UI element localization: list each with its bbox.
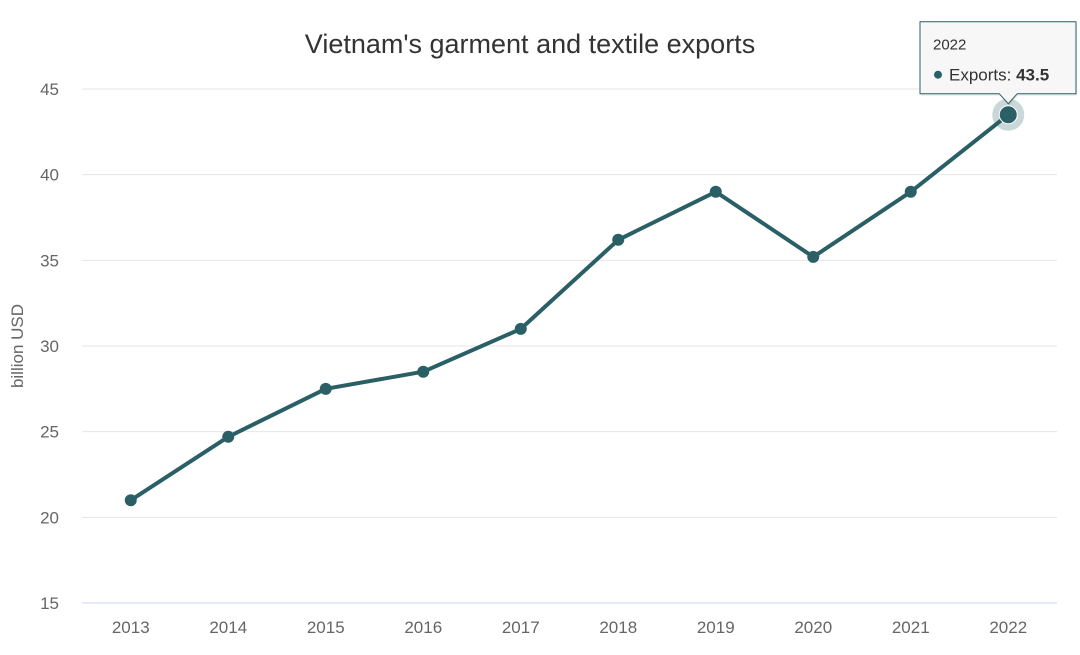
data-point[interactable]: [319, 382, 332, 395]
series-line: [128, 112, 1011, 503]
data-point[interactable]: [612, 233, 625, 246]
grid-lines: [82, 88, 1057, 604]
tooltip-value: 43.5: [1016, 66, 1049, 85]
y-tick-label: 25: [40, 423, 59, 442]
x-tick-label: 2019: [697, 618, 735, 637]
data-point-hover[interactable]: [998, 105, 1018, 125]
tooltip-category: 2022: [933, 37, 966, 54]
tooltip-series-marker: [934, 70, 942, 79]
x-tick-label: 2014: [209, 618, 247, 637]
x-tick-label: 2021: [892, 618, 930, 637]
tooltip-series-label: Exports:: [949, 66, 1016, 85]
x-tick-label: 2017: [502, 618, 540, 637]
y-tick-label: 35: [40, 251, 59, 270]
tooltip-value-line: Exports: 43.5: [949, 66, 1049, 85]
x-axis-ticks: 2013 2014 2015 2016 2017 2018 2019 2020 2021 2022: [112, 618, 1027, 637]
x-tick-label: 2015: [307, 618, 345, 637]
y-tick-label: 40: [40, 166, 59, 185]
data-point[interactable]: [124, 494, 137, 507]
data-point[interactable]: [514, 322, 527, 335]
y-tick-label: 45: [40, 80, 59, 99]
tooltip-box: [919, 21, 1077, 105]
data-point[interactable]: [807, 250, 820, 263]
x-tick-label: 2018: [599, 618, 637, 637]
x-tick-label: 2016: [404, 618, 442, 637]
series-exports: [124, 98, 1025, 507]
y-tick-label: 15: [40, 594, 59, 613]
chart-title: Vietnam's garment and textile exports: [305, 29, 755, 59]
data-point[interactable]: [417, 365, 430, 378]
tooltip: 2022 Exports: 43.5: [919, 21, 1077, 106]
x-tick-label: 2022: [989, 618, 1027, 637]
x-tick-label: 2013: [112, 618, 150, 637]
data-point[interactable]: [222, 430, 235, 443]
y-tick-label: 30: [40, 337, 59, 356]
y-axis-title: billion USD: [8, 304, 27, 388]
data-point[interactable]: [904, 185, 917, 198]
data-point[interactable]: [709, 185, 722, 198]
y-tick-label: 20: [40, 508, 59, 527]
x-tick-label: 2020: [794, 618, 832, 637]
y-axis-ticks: 15 20 25 30 35 40 45: [40, 80, 59, 613]
